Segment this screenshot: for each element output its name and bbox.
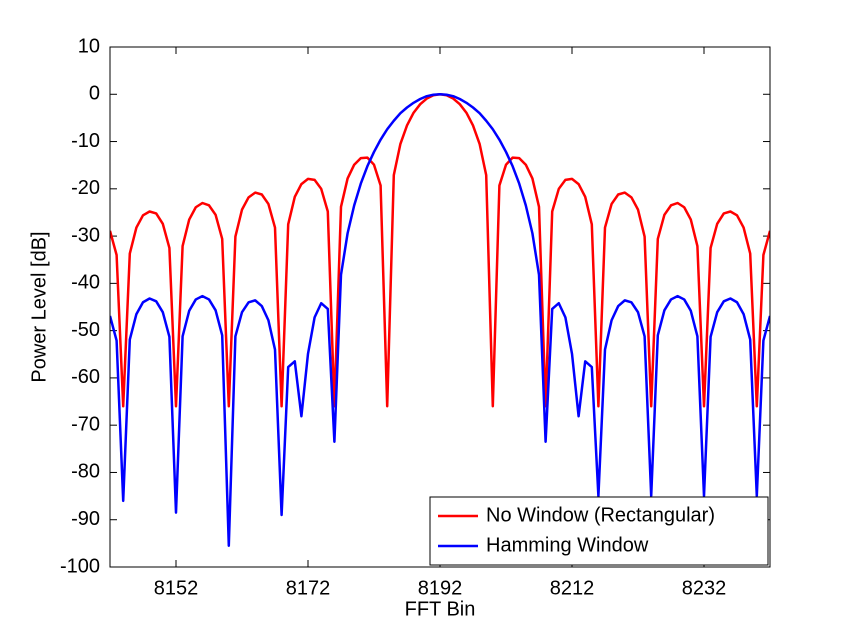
y-axis-label: Power Level [dB] (28, 231, 50, 382)
y-tick-label: -60 (71, 366, 100, 388)
series-line (110, 93, 770, 408)
y-tick-label: 0 (89, 83, 100, 105)
y-tick-label: -20 (71, 177, 100, 199)
y-tick-label: 10 (78, 35, 100, 57)
legend-label: No Window (Rectangular) (486, 504, 715, 526)
y-tick-label: -100 (60, 555, 100, 577)
y-tick-label: -90 (71, 508, 100, 530)
y-tick-label: -40 (71, 272, 100, 294)
legend-label: Hamming Window (486, 534, 649, 556)
y-tick-label: -50 (71, 319, 100, 341)
y-tick-label: -80 (71, 461, 100, 483)
plot-frame (109, 46, 771, 568)
y-tick-label: -30 (71, 224, 100, 246)
x-tick-label: 8172 (286, 577, 331, 599)
series-line (110, 93, 770, 547)
x-tick-label: 8192 (418, 577, 463, 599)
x-tick-label: 8212 (550, 577, 595, 599)
y-tick-label: -70 (71, 413, 100, 435)
legend-box (429, 496, 769, 566)
x-axis-label: FFT Bin (405, 598, 476, 620)
x-tick-label: 8152 (154, 577, 199, 599)
x-tick-label: 8232 (682, 577, 727, 599)
y-tick-label: -10 (71, 130, 100, 152)
